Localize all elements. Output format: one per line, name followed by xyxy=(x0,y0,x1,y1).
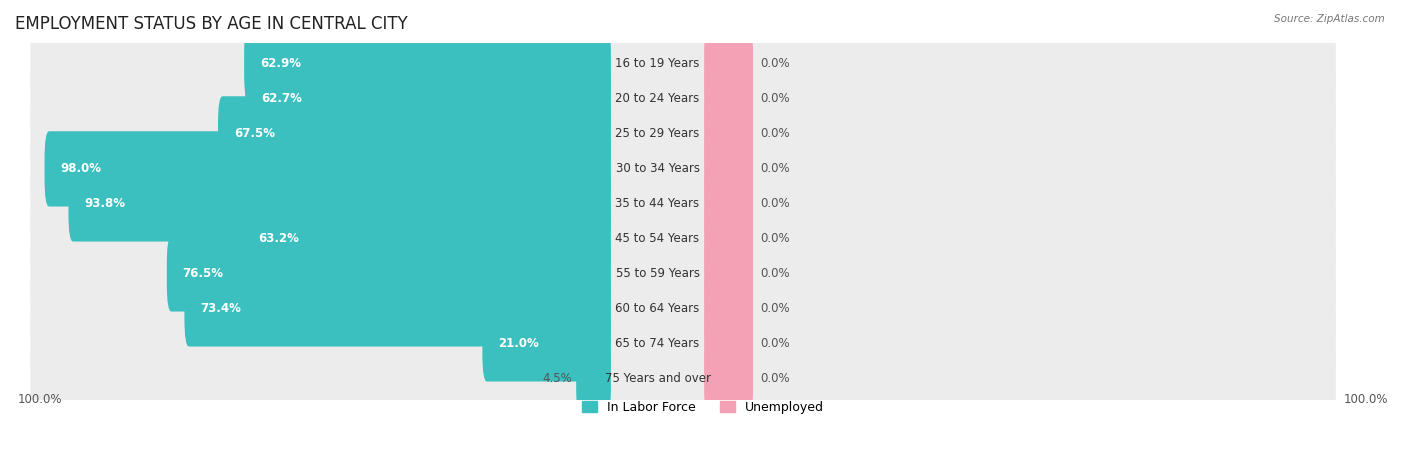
Text: 73.4%: 73.4% xyxy=(201,303,242,315)
FancyBboxPatch shape xyxy=(704,131,754,207)
Text: 0.0%: 0.0% xyxy=(759,162,790,175)
Text: 67.5%: 67.5% xyxy=(233,127,276,140)
Text: 16 to 19 Years: 16 to 19 Years xyxy=(616,57,700,70)
Text: 0.0%: 0.0% xyxy=(759,337,790,350)
Text: 0.0%: 0.0% xyxy=(759,127,790,140)
FancyBboxPatch shape xyxy=(31,73,1336,125)
FancyBboxPatch shape xyxy=(704,26,754,101)
Legend: In Labor Force, Unemployed: In Labor Force, Unemployed xyxy=(576,396,830,419)
Text: 55 to 59 Years: 55 to 59 Years xyxy=(616,267,700,281)
FancyBboxPatch shape xyxy=(482,306,610,382)
Text: 0.0%: 0.0% xyxy=(759,303,790,315)
FancyBboxPatch shape xyxy=(31,38,1336,90)
FancyBboxPatch shape xyxy=(704,271,754,346)
FancyBboxPatch shape xyxy=(704,341,754,417)
FancyBboxPatch shape xyxy=(245,26,610,101)
FancyBboxPatch shape xyxy=(184,271,610,346)
FancyBboxPatch shape xyxy=(31,248,1336,300)
FancyBboxPatch shape xyxy=(704,166,754,242)
FancyBboxPatch shape xyxy=(704,96,754,171)
Text: 35 to 44 Years: 35 to 44 Years xyxy=(616,198,700,211)
FancyBboxPatch shape xyxy=(704,61,754,137)
FancyBboxPatch shape xyxy=(31,143,1336,195)
FancyBboxPatch shape xyxy=(704,201,754,276)
Text: 63.2%: 63.2% xyxy=(259,232,299,245)
FancyBboxPatch shape xyxy=(167,236,610,312)
Text: 93.8%: 93.8% xyxy=(84,198,125,211)
FancyBboxPatch shape xyxy=(31,283,1336,335)
FancyBboxPatch shape xyxy=(704,306,754,382)
Text: 62.9%: 62.9% xyxy=(260,57,301,70)
Text: 62.7%: 62.7% xyxy=(262,92,302,106)
FancyBboxPatch shape xyxy=(31,213,1336,265)
Text: 25 to 29 Years: 25 to 29 Years xyxy=(616,127,700,140)
Text: 100.0%: 100.0% xyxy=(1344,393,1388,406)
Text: 4.5%: 4.5% xyxy=(543,373,572,386)
Text: 75 Years and over: 75 Years and over xyxy=(605,373,710,386)
Text: 100.0%: 100.0% xyxy=(18,393,62,406)
Text: 98.0%: 98.0% xyxy=(60,162,101,175)
Text: EMPLOYMENT STATUS BY AGE IN CENTRAL CITY: EMPLOYMENT STATUS BY AGE IN CENTRAL CITY xyxy=(15,15,408,33)
Text: 60 to 64 Years: 60 to 64 Years xyxy=(616,303,700,315)
Text: 21.0%: 21.0% xyxy=(498,337,538,350)
FancyBboxPatch shape xyxy=(31,318,1336,370)
FancyBboxPatch shape xyxy=(218,96,610,171)
FancyBboxPatch shape xyxy=(31,353,1336,405)
FancyBboxPatch shape xyxy=(245,61,610,137)
Text: 0.0%: 0.0% xyxy=(759,232,790,245)
Text: 0.0%: 0.0% xyxy=(759,373,790,386)
Text: 45 to 54 Years: 45 to 54 Years xyxy=(616,232,700,245)
FancyBboxPatch shape xyxy=(576,341,610,417)
FancyBboxPatch shape xyxy=(69,166,610,242)
Text: 76.5%: 76.5% xyxy=(183,267,224,281)
FancyBboxPatch shape xyxy=(31,108,1336,160)
Text: 30 to 34 Years: 30 to 34 Years xyxy=(616,162,700,175)
Text: Source: ZipAtlas.com: Source: ZipAtlas.com xyxy=(1274,14,1385,23)
Text: 20 to 24 Years: 20 to 24 Years xyxy=(616,92,700,106)
FancyBboxPatch shape xyxy=(704,236,754,312)
FancyBboxPatch shape xyxy=(242,201,610,276)
Text: 0.0%: 0.0% xyxy=(759,92,790,106)
Text: 0.0%: 0.0% xyxy=(759,198,790,211)
Text: 0.0%: 0.0% xyxy=(759,267,790,281)
Text: 65 to 74 Years: 65 to 74 Years xyxy=(616,337,700,350)
Text: 0.0%: 0.0% xyxy=(759,57,790,70)
FancyBboxPatch shape xyxy=(31,178,1336,230)
FancyBboxPatch shape xyxy=(45,131,610,207)
